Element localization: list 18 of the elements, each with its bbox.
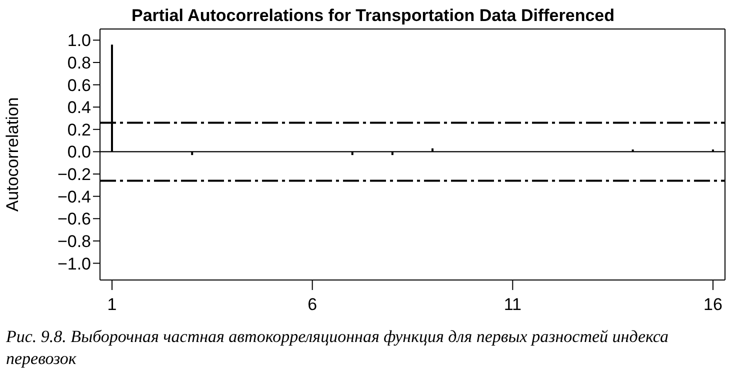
y-tick-label: 0.4 [67, 98, 91, 118]
y-tick-label: 1.0 [67, 31, 91, 50]
y-tick-label: −0.4 [57, 187, 91, 206]
text: Рис. 9.8. Выборочная частная автокорреляционная функция для первых разностей индекса перевозок [6, 326, 670, 370]
y-tick-label: 0.0 [67, 142, 91, 162]
y-axis-title: Autocorrelation [3, 97, 22, 212]
x-tick-label: 6 [308, 295, 318, 314]
y-tick-label: −0.2 [57, 165, 91, 184]
y-tick-label: 0.2 [67, 120, 91, 140]
y-tick-label: −1.0 [57, 254, 91, 274]
y-tick-label: −0.8 [57, 232, 91, 251]
x-tick-label: 1 [107, 295, 117, 314]
y-tick-label: −0.6 [57, 210, 91, 229]
x-tick-label: 11 [504, 295, 522, 314]
y-tick-label: 0.6 [67, 76, 91, 95]
y-tick-label: 0.8 [67, 54, 91, 72]
chart-title: Partial Autocorrelations for Transportation Data Differenced [130, 6, 616, 26]
x-tick-label: 16 [704, 295, 722, 314]
